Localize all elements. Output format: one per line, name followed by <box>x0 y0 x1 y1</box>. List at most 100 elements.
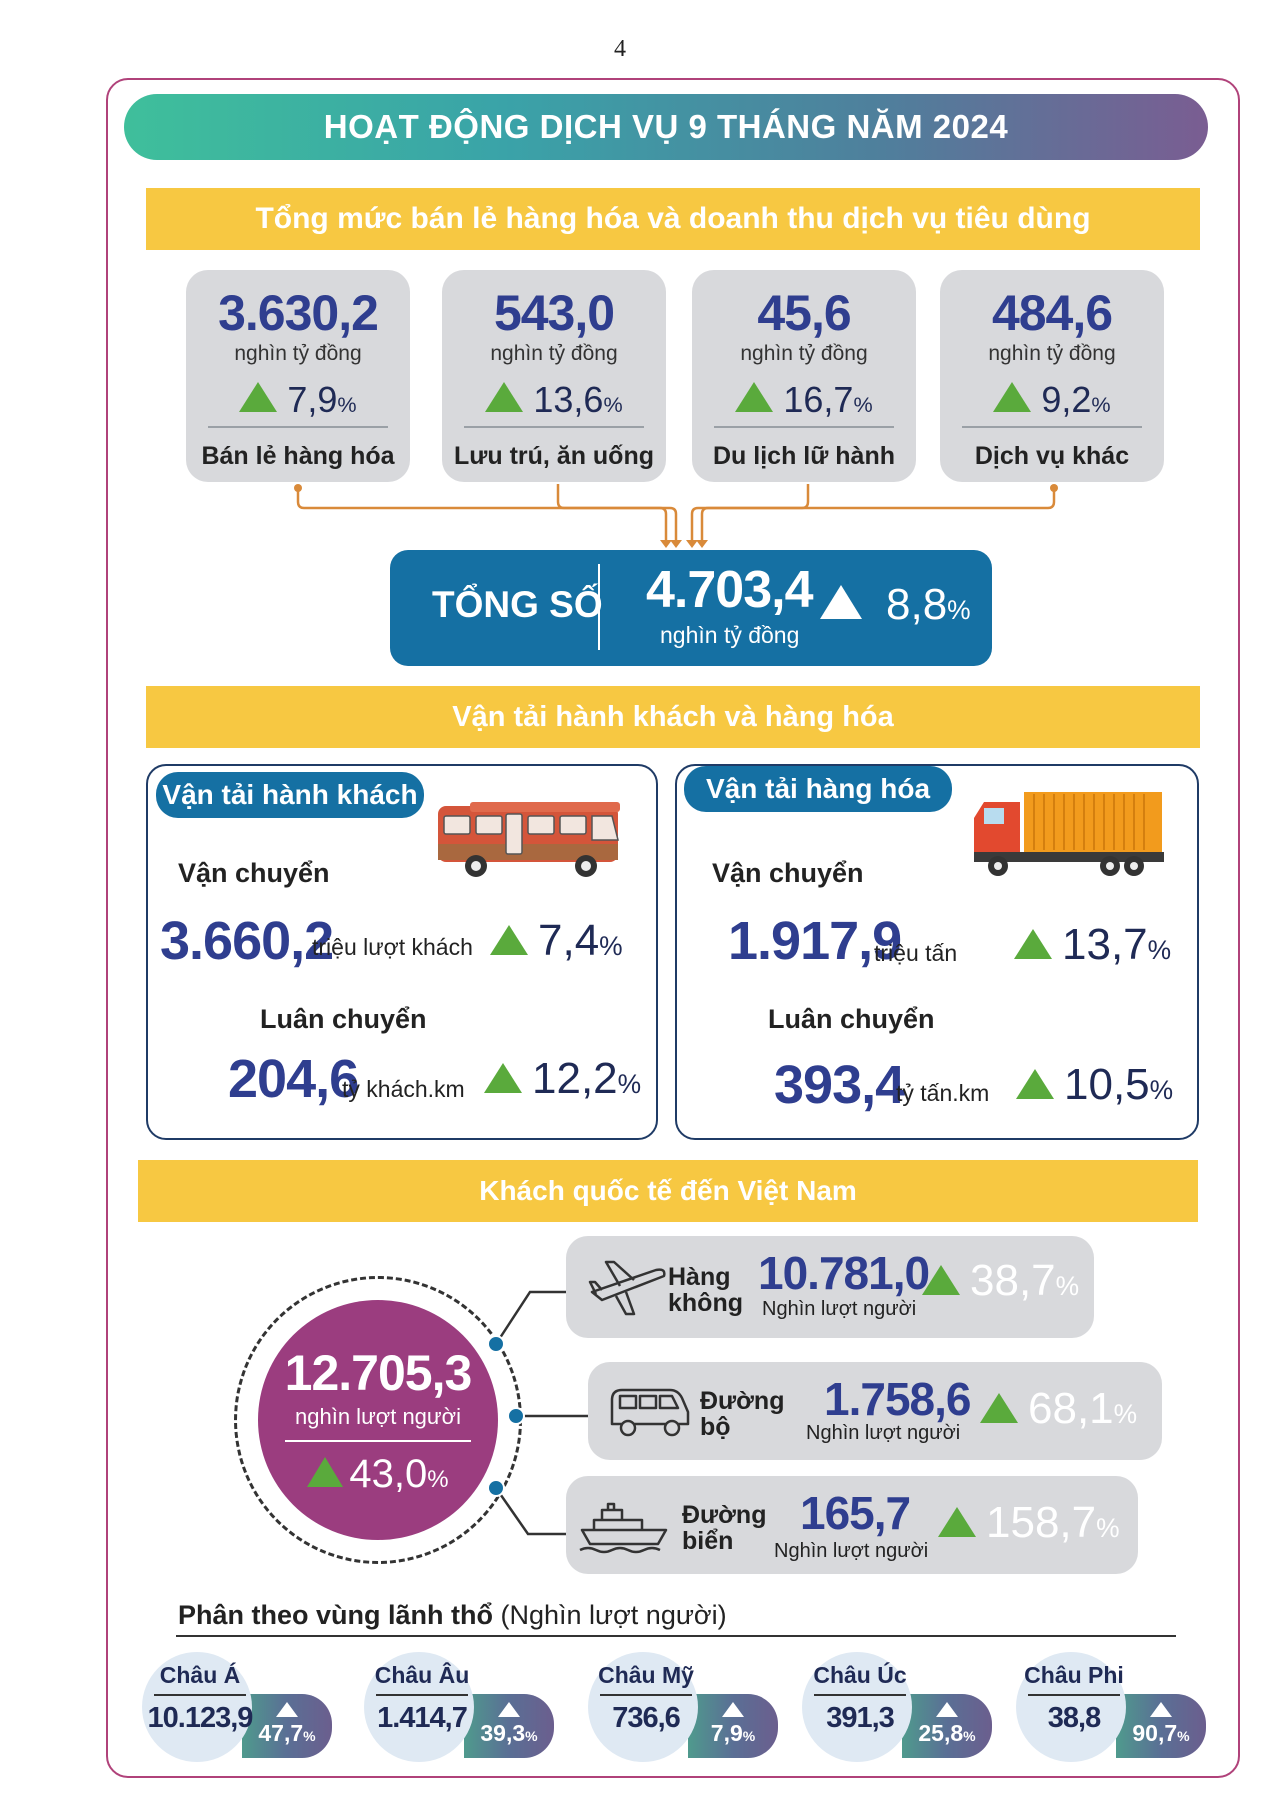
passenger-carry-label: Vận chuyển <box>178 858 330 888</box>
divider <box>962 426 1142 428</box>
stat-unit: nghìn tỷ đồng <box>988 342 1116 365</box>
region-oceania: 25,8% Châu Úc 391,3 <box>802 1652 1002 1762</box>
divider <box>1028 1694 1120 1696</box>
up-arrow-icon <box>1150 1702 1172 1717</box>
region-value: 736,6 <box>612 1702 681 1734</box>
bus-icon <box>438 802 620 877</box>
connector-dot <box>487 1479 505 1497</box>
region-africa: 90,7% Châu Phi 38,8 <box>1016 1652 1216 1762</box>
cargo-rotate-unit: tỷ tấn.km <box>896 1080 990 1106</box>
region-america: 7,9% Châu Mỹ 736,6 <box>588 1652 788 1762</box>
mode-unit-sea: Nghìn lượt người <box>774 1540 929 1562</box>
region-name: Châu Á <box>159 1662 241 1688</box>
up-arrow-icon <box>498 1702 520 1717</box>
stat-growth: 16,7% <box>692 378 916 422</box>
cargo-carry-growth: 13,7% <box>1014 920 1171 970</box>
connector-lines <box>294 484 1058 548</box>
cargo-carry-unit: triệu tấn <box>874 940 958 966</box>
up-arrow-icon <box>820 585 862 619</box>
connector-line <box>494 1487 570 1536</box>
up-arrow-icon <box>922 1265 960 1295</box>
stat-label: Du lịch lữ hành <box>713 442 895 470</box>
section-banner-transport: Vận tải hành khách và hàng hóa <box>146 686 1200 748</box>
international-total-circle: 12.705,3 nghìn lượt người 43,0% <box>258 1300 498 1540</box>
total-label: TỔNG SỐ <box>432 584 603 625</box>
divider <box>464 426 644 428</box>
stat-value: 484,6 <box>991 285 1113 341</box>
connector-line <box>296 488 668 542</box>
region-circle <box>364 1652 474 1762</box>
connector-line <box>700 488 1056 542</box>
region-asia: 47,7% Châu Á 10.123,9 <box>142 1652 342 1762</box>
international-total-unit: nghìn lượt người <box>295 1404 461 1429</box>
stat-unit: nghìn tỷ đồng <box>490 342 618 365</box>
region-growth-pill: 47,7% <box>242 1694 332 1758</box>
passenger-rotate-growth: 12,2% <box>484 1054 641 1104</box>
divider <box>600 1694 692 1696</box>
up-arrow-icon <box>490 925 528 955</box>
stat-card-travel: 45,6 nghìn tỷ đồng 16,7% Du lịch lữ hành <box>692 270 916 482</box>
passenger-carry-growth: 7,4% <box>490 916 623 966</box>
region-growth-pill: 39,3% <box>464 1694 554 1758</box>
mode-value-road: 1.758,6 <box>824 1373 971 1425</box>
stat-card-other-services: 484,6 nghìn tỷ đồng 9,2% Dịch vụ khác <box>940 270 1164 482</box>
region-title: Phân theo vùng lãnh thổ (Nghìn lượt ngườ… <box>178 1600 727 1630</box>
cargo-rotate-value: 393,4 <box>774 1055 905 1115</box>
mode-card-air <box>566 1236 1094 1338</box>
stat-value: 45,6 <box>757 285 851 341</box>
mode-name-air: Hàng không <box>668 1263 743 1317</box>
stat-unit: nghìn tỷ đồng <box>234 342 362 365</box>
passenger-carry-value: 3.660,2 <box>160 911 334 971</box>
stat-growth: 9,2% <box>940 378 1164 422</box>
connector-line <box>690 484 810 542</box>
up-arrow-icon <box>1014 929 1052 959</box>
stat-unit: nghìn tỷ đồng <box>740 342 868 365</box>
stat-card-retail-goods: 3.630,2 nghìn tỷ đồng 7,9% Bán lẻ hàng h… <box>186 270 410 482</box>
passenger-rotate-unit: tỷ khách.km <box>342 1076 465 1102</box>
total-box: TỔNG SỐ 4.703,4 nghìn tỷ đồng 8,8% <box>390 550 992 666</box>
region-growth-pill: 90,7% <box>1116 1694 1206 1758</box>
region-growth-pill: 7,9% <box>688 1694 778 1758</box>
mode-value-sea: 165,7 <box>800 1487 911 1539</box>
up-arrow-icon <box>485 382 524 412</box>
divider <box>714 426 894 428</box>
mode-connectors <box>487 1290 590 1536</box>
up-arrow-icon <box>307 1457 344 1487</box>
mode-unit-road: Nghìn lượt người <box>806 1422 961 1444</box>
divider <box>208 426 388 428</box>
total-unit: nghìn tỷ đồng <box>660 622 800 648</box>
up-arrow-icon <box>936 1702 958 1717</box>
passenger-rotate-value: 204,6 <box>228 1049 359 1109</box>
mode-name-road: Đường bộ <box>700 1387 785 1441</box>
connector-dot <box>487 1335 505 1353</box>
passenger-rotate-label: Luân chuyển <box>260 1004 427 1034</box>
main-title: HOẠT ĐỘNG DỊCH VỤ 9 THÁNG NĂM 2024 <box>124 94 1208 160</box>
divider <box>285 1440 471 1442</box>
international-total-growth: 43,0% <box>258 1452 498 1497</box>
up-arrow-icon <box>993 382 1032 412</box>
stat-growth: 13,6% <box>442 378 666 422</box>
stat-card-accommodation: 543,0 nghìn tỷ đồng 13,6% Lưu trú, ăn uố… <box>442 270 666 482</box>
divider <box>376 1694 468 1696</box>
cargo-rotate-label: Luân chuyển <box>768 1004 935 1034</box>
section-banner-international: Khách quốc tế đến Việt Nam <box>138 1160 1198 1222</box>
up-arrow-icon <box>980 1393 1018 1423</box>
cargo-carry-label: Vận chuyển <box>712 858 864 888</box>
connector-line <box>494 1290 570 1345</box>
truck-icon <box>974 792 1164 876</box>
stat-label: Bán lẻ hàng hóa <box>201 442 395 470</box>
stat-growth: 7,9% <box>186 378 410 422</box>
divider <box>176 1635 1176 1637</box>
region-value: 391,3 <box>826 1702 895 1734</box>
region-europe: 39,3% Châu Âu 1.414,7 <box>364 1652 564 1762</box>
page-number: 4 <box>614 36 626 62</box>
section-banner-retail: Tổng mức bán lẻ hàng hóa và doanh thu dị… <box>146 188 1200 250</box>
mode-growth-air: 38,7% <box>922 1256 1079 1306</box>
passenger-carry-unit: triệu lượt khách <box>312 934 473 960</box>
mode-card-road <box>588 1362 1162 1460</box>
region-circle <box>142 1652 252 1762</box>
up-arrow-icon <box>276 1702 298 1717</box>
region-growth-pill: 25,8% <box>902 1694 992 1758</box>
region-value: 10.123,9 <box>147 1702 254 1734</box>
region-circle <box>1016 1652 1126 1762</box>
